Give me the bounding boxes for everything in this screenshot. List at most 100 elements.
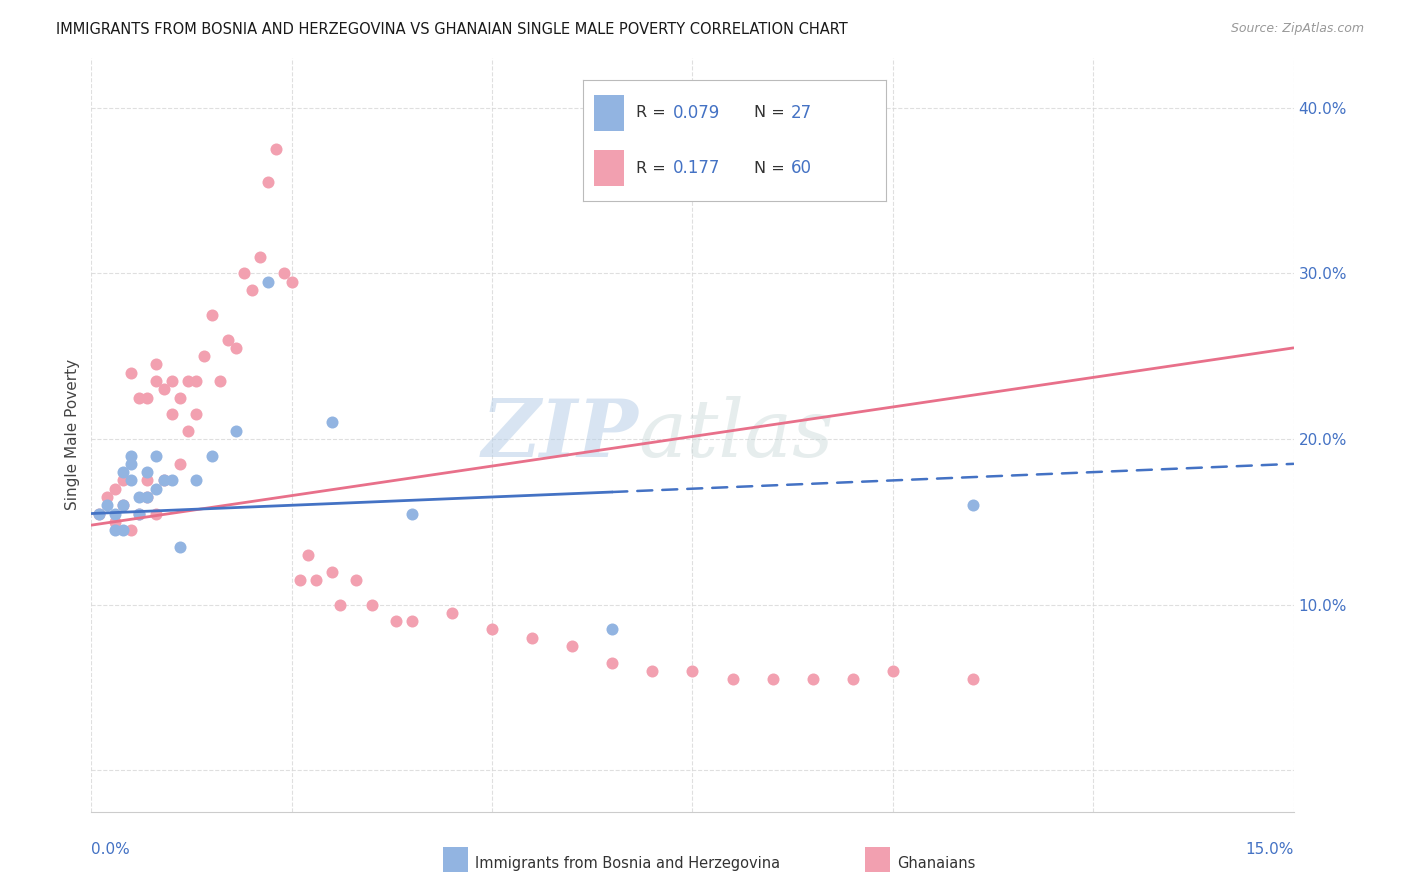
- Point: [225, 341, 247, 355]
- Text: 0.079: 0.079: [672, 103, 720, 122]
- Point: [96, 498, 118, 512]
- Point: [145, 374, 167, 388]
- Point: [281, 275, 304, 289]
- Point: [152, 382, 174, 396]
- Point: [201, 449, 224, 463]
- Point: [104, 507, 127, 521]
- Point: [104, 482, 127, 496]
- Point: [112, 474, 135, 488]
- Point: [136, 490, 159, 504]
- Point: [256, 175, 278, 189]
- Point: [522, 631, 544, 645]
- Point: [96, 490, 118, 504]
- Point: [225, 424, 247, 438]
- Text: 0.177: 0.177: [672, 159, 720, 178]
- Point: [136, 391, 159, 405]
- Text: 60: 60: [790, 159, 811, 178]
- Point: [176, 374, 198, 388]
- Text: Immigrants from Bosnia and Herzegovina: Immigrants from Bosnia and Herzegovina: [475, 856, 780, 871]
- Point: [121, 523, 143, 537]
- Point: [602, 623, 624, 637]
- Point: [882, 664, 904, 678]
- Point: [481, 623, 503, 637]
- Point: [89, 507, 111, 521]
- Point: [641, 664, 664, 678]
- Point: [104, 523, 127, 537]
- Text: IMMIGRANTS FROM BOSNIA AND HERZEGOVINA VS GHANAIAN SINGLE MALE POVERTY CORRELATI: IMMIGRANTS FROM BOSNIA AND HERZEGOVINA V…: [56, 22, 848, 37]
- Point: [288, 573, 311, 587]
- Text: atlas: atlas: [638, 396, 834, 474]
- Point: [329, 598, 352, 612]
- Point: [121, 457, 143, 471]
- Text: ZIP: ZIP: [481, 396, 638, 474]
- Point: [762, 672, 785, 686]
- Point: [89, 507, 111, 521]
- Point: [145, 358, 167, 372]
- Point: [801, 672, 824, 686]
- Point: [681, 664, 703, 678]
- Point: [217, 333, 239, 347]
- Point: [602, 656, 624, 670]
- Point: [145, 449, 167, 463]
- Point: [169, 391, 191, 405]
- Point: [121, 366, 143, 380]
- Point: [385, 614, 408, 628]
- Point: [440, 606, 463, 620]
- Point: [208, 374, 231, 388]
- Point: [193, 349, 215, 363]
- Text: R =: R =: [637, 161, 676, 176]
- Text: 15.0%: 15.0%: [1246, 842, 1294, 857]
- Point: [160, 374, 183, 388]
- Point: [561, 639, 583, 653]
- Text: R =: R =: [637, 105, 671, 120]
- Point: [112, 498, 135, 512]
- Point: [962, 498, 984, 512]
- Text: Ghanaians: Ghanaians: [897, 856, 976, 871]
- Point: [184, 374, 207, 388]
- Point: [321, 416, 343, 430]
- Point: [360, 598, 382, 612]
- Point: [249, 250, 271, 264]
- Point: [401, 507, 423, 521]
- Point: [344, 573, 367, 587]
- Point: [152, 474, 174, 488]
- Point: [184, 407, 207, 421]
- Text: N =: N =: [754, 105, 790, 120]
- Bar: [595, 150, 624, 186]
- Point: [201, 308, 224, 322]
- Point: [169, 540, 191, 554]
- Point: [264, 142, 287, 156]
- Point: [176, 424, 198, 438]
- Text: N =: N =: [754, 161, 790, 176]
- Point: [160, 407, 183, 421]
- Point: [232, 266, 254, 280]
- Point: [136, 465, 159, 479]
- Text: 0.0%: 0.0%: [91, 842, 131, 857]
- Point: [112, 498, 135, 512]
- Point: [128, 391, 150, 405]
- Point: [136, 490, 159, 504]
- Point: [112, 523, 135, 537]
- Point: [128, 507, 150, 521]
- Point: [128, 507, 150, 521]
- Point: [401, 614, 423, 628]
- Text: Source: ZipAtlas.com: Source: ZipAtlas.com: [1230, 22, 1364, 36]
- Text: 27: 27: [790, 103, 811, 122]
- Point: [112, 465, 135, 479]
- Point: [136, 474, 159, 488]
- Point: [962, 672, 984, 686]
- Point: [297, 548, 319, 562]
- Point: [184, 474, 207, 488]
- Point: [152, 474, 174, 488]
- Y-axis label: Single Male Poverty: Single Male Poverty: [65, 359, 80, 510]
- Point: [721, 672, 744, 686]
- Point: [321, 565, 343, 579]
- Point: [256, 275, 278, 289]
- Bar: [595, 95, 624, 131]
- Point: [240, 283, 263, 297]
- Point: [841, 672, 863, 686]
- Point: [160, 474, 183, 488]
- Point: [121, 474, 143, 488]
- Point: [145, 482, 167, 496]
- Point: [305, 573, 328, 587]
